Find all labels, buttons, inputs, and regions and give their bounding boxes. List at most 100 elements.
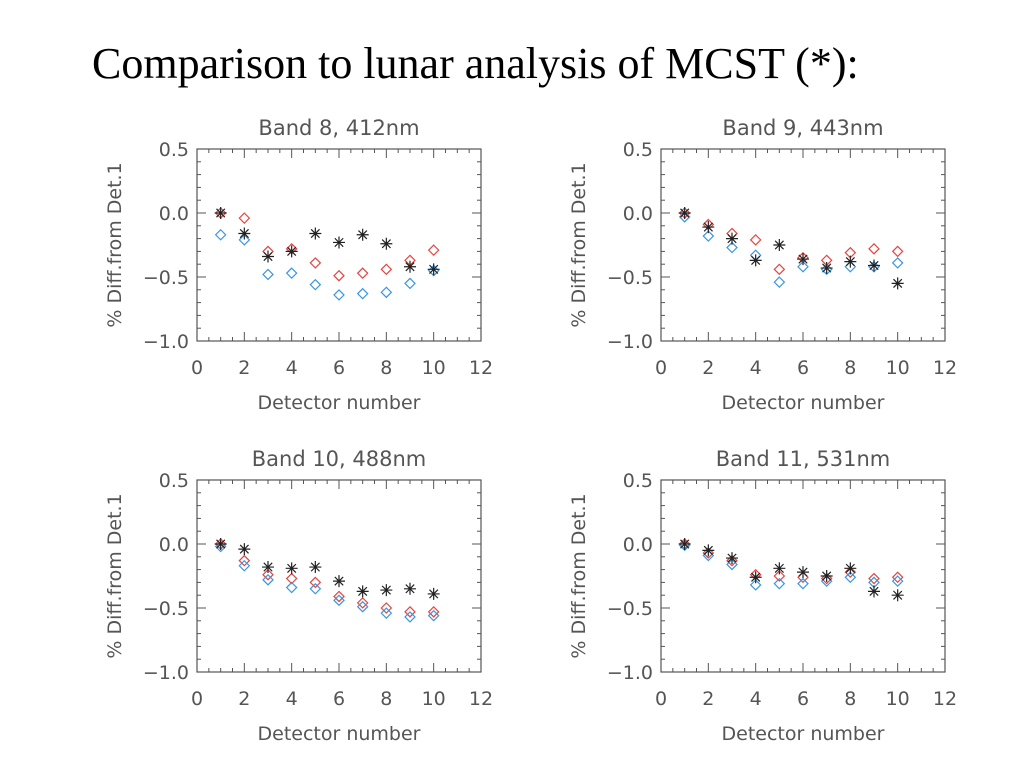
x-tick-label: 10 (422, 688, 446, 710)
x-tick-label: 12 (933, 688, 957, 710)
red-diamond-point (891, 245, 904, 258)
star-point (238, 227, 251, 240)
blue-diamond-point (844, 571, 857, 584)
blue-diamond-point (891, 257, 904, 269)
star-point (333, 575, 345, 588)
chart-panel-4: Band 11, 531nm 0 2 4 6 8 10 12 0.5 0.0 −0.5 −1.0 Det… (568, 447, 957, 745)
red-diamond-point (309, 576, 322, 589)
y-tick-label: 0.5 (623, 470, 653, 492)
blue-diamond-point (238, 234, 251, 246)
y-axis-label: % Diff.from Det.1 (104, 493, 126, 658)
x-axis-label: Detector number (722, 392, 885, 414)
star-point (214, 538, 227, 550)
star-point (356, 228, 369, 241)
x-tick-label: 6 (797, 357, 809, 379)
star-point (702, 221, 715, 234)
red-diamond-point (844, 566, 857, 579)
x-tick-label: 8 (380, 688, 392, 710)
red-diamond-point (238, 554, 251, 567)
x-tick-label: 0 (191, 357, 203, 379)
blue-diamond-point (214, 540, 227, 553)
red-diamond-point (726, 554, 738, 567)
star-point (797, 566, 809, 579)
red-diamond-point (356, 597, 369, 609)
x-tick-label: 2 (702, 357, 714, 379)
star-point (749, 571, 762, 584)
red-diamond-point (404, 605, 416, 618)
y-tick-label: −1.0 (607, 662, 653, 684)
star-point (773, 239, 786, 251)
y-tick-label: 0.5 (159, 139, 189, 161)
blue-diamond-point (891, 575, 904, 587)
x-tick-label: 0 (655, 357, 667, 379)
x-tick-label: 4 (286, 688, 298, 710)
star-point (797, 253, 809, 266)
red-diamond-point (749, 234, 762, 246)
y-tick-label: −1.0 (143, 331, 189, 353)
blue-diamond-point (773, 577, 786, 590)
x-tick-label: 8 (844, 357, 856, 379)
blue-diamond-point (309, 278, 322, 291)
blue-diamond-point (797, 260, 809, 273)
x-tick-label: 6 (797, 688, 809, 710)
blue-diamond-point (404, 611, 416, 623)
red-diamond-point (285, 572, 298, 585)
blue-diamond-point (773, 276, 786, 288)
blue-diamond-point (427, 609, 440, 622)
y-tick-label: −1.0 (607, 331, 653, 353)
red-diamond-point (380, 263, 393, 276)
y-tick-label: −1.0 (143, 662, 189, 684)
blue-diamond-point (262, 573, 274, 586)
star-point (309, 561, 322, 574)
red-diamond-point (891, 571, 904, 584)
x-tick-label: 12 (933, 357, 957, 379)
star-point (214, 207, 227, 219)
y-tick-label: −0.5 (607, 267, 653, 289)
red-diamond-point (238, 212, 251, 224)
red-diamond-point (427, 244, 440, 256)
chart-panel-1: Band 8, 412nm 0 2 4 6 8 10 12 0.5 0.0 −0.5 −1.0 Dete… (104, 116, 493, 414)
page-title: Comparison to lunar analysis of MCST (*)… (92, 39, 859, 88)
y-tick-label: 0.0 (623, 534, 653, 556)
star-point (309, 227, 322, 240)
blue-diamond-point (285, 581, 298, 594)
y-tick-label: 0.0 (159, 534, 189, 556)
star-point (238, 543, 251, 556)
x-tick-label: 2 (238, 688, 250, 710)
plot-title: Band 9, 443nm (722, 116, 883, 140)
blue-diamond-point (404, 277, 416, 290)
blue-diamond-point (309, 582, 322, 595)
y-tick-label: −0.5 (143, 267, 189, 289)
blue-diamond-point (262, 268, 274, 281)
star-point (844, 562, 857, 575)
blue-diamond-point (380, 607, 393, 619)
star-point (773, 562, 786, 575)
star-point (404, 582, 416, 595)
star-point (891, 589, 904, 602)
blue-diamond-point (238, 559, 251, 572)
blue-diamond-point (356, 287, 369, 300)
x-tick-label: 10 (886, 357, 910, 379)
x-tick-label: 12 (469, 357, 493, 379)
blue-diamond-point (749, 579, 762, 591)
red-diamond-point (356, 267, 369, 280)
y-axis-label: % Diff.from Det.1 (568, 493, 590, 658)
chart-panel-2: Band 9, 443nm 0 2 4 6 8 10 12 0.5 0.0 −0.5 −1.0 Dete… (568, 116, 957, 414)
blue-diamond-point (726, 241, 738, 254)
blue-diamond-point (797, 577, 809, 590)
star-point (749, 254, 762, 267)
red-diamond-point (773, 570, 786, 582)
x-axis-label: Detector number (722, 723, 885, 745)
blue-diamond-point (678, 210, 691, 223)
y-axis-label: % Diff.from Det.1 (104, 162, 126, 327)
x-tick-label: 0 (191, 688, 203, 710)
star-point (726, 232, 738, 245)
red-diamond-point (773, 263, 786, 276)
blue-diamond-point (214, 228, 227, 241)
x-tick-label: 2 (238, 357, 250, 379)
chart-panel-3: Band 10, 488nm 0 2 4 6 8 10 12 0.5 0.0 −0.5 −1.0 Det… (104, 447, 493, 745)
x-tick-label: 2 (702, 688, 714, 710)
star-point (702, 544, 715, 557)
plot-title: Band 8, 412nm (258, 116, 419, 140)
star-point (427, 263, 440, 276)
